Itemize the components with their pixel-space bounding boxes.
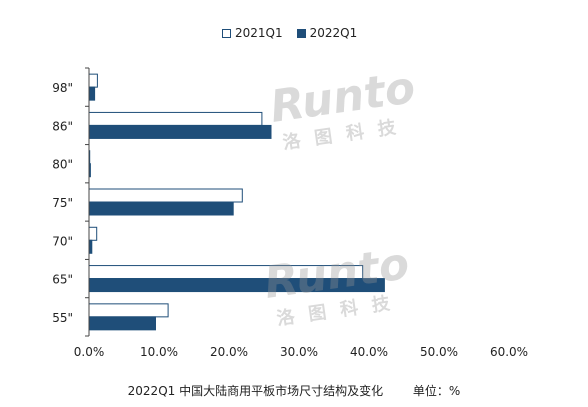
bar-2021q1-0 <box>88 73 98 88</box>
category-label-1: 86" <box>52 119 73 133</box>
bar-2022q1-6 <box>88 316 156 331</box>
legend: 2021Q1 2022Q1 <box>222 26 357 40</box>
category-label-3: 75" <box>52 196 73 210</box>
caption-title: 2022Q1 中国大陆商用平板市场尺寸结构及变化 <box>127 384 384 398</box>
x-tick-label-6: 60.0% <box>490 345 528 359</box>
bar-2021q1-1 <box>88 111 263 126</box>
bar-2022q1-3 <box>88 201 234 216</box>
bar-2022q1-5 <box>88 278 385 293</box>
x-tick-label-2: 20.0% <box>210 345 248 359</box>
bar-2021q1-4 <box>88 226 98 241</box>
legend-item-2021q1: 2021Q1 <box>222 26 283 40</box>
x-tick-label-1: 10.0% <box>140 345 178 359</box>
x-tick-label-5: 50.0% <box>420 345 458 359</box>
category-label-5: 65" <box>52 273 73 287</box>
bar-2021q1-6 <box>88 303 169 318</box>
bar-2021q1-5 <box>88 265 364 280</box>
bar-2022q1-0 <box>88 86 96 101</box>
bar-2021q1-3 <box>88 188 243 203</box>
legend-item-2022q1: 2022Q1 <box>296 26 358 40</box>
chart-caption: 2022Q1 中国大陆商用平板市场尺寸结构及变化 单位：% <box>0 382 588 399</box>
legend-swatch-2022q1 <box>296 28 306 38</box>
legend-label-2021q1: 2021Q1 <box>235 26 283 40</box>
legend-swatch-2021q1 <box>222 28 231 38</box>
category-label-4: 70" <box>52 234 73 248</box>
x-tick-label-3: 30.0% <box>280 345 318 359</box>
x-tick-label-0: 0.0% <box>74 345 105 359</box>
category-label-6: 55" <box>52 311 73 325</box>
category-label-0: 98" <box>52 81 73 95</box>
category-label-2: 80" <box>52 158 73 172</box>
caption-unit: 单位：% <box>412 384 461 398</box>
bar-2022q1-1 <box>88 124 272 139</box>
x-tick-label-4: 40.0% <box>350 345 388 359</box>
legend-label-2022q1: 2022Q1 <box>309 26 358 40</box>
